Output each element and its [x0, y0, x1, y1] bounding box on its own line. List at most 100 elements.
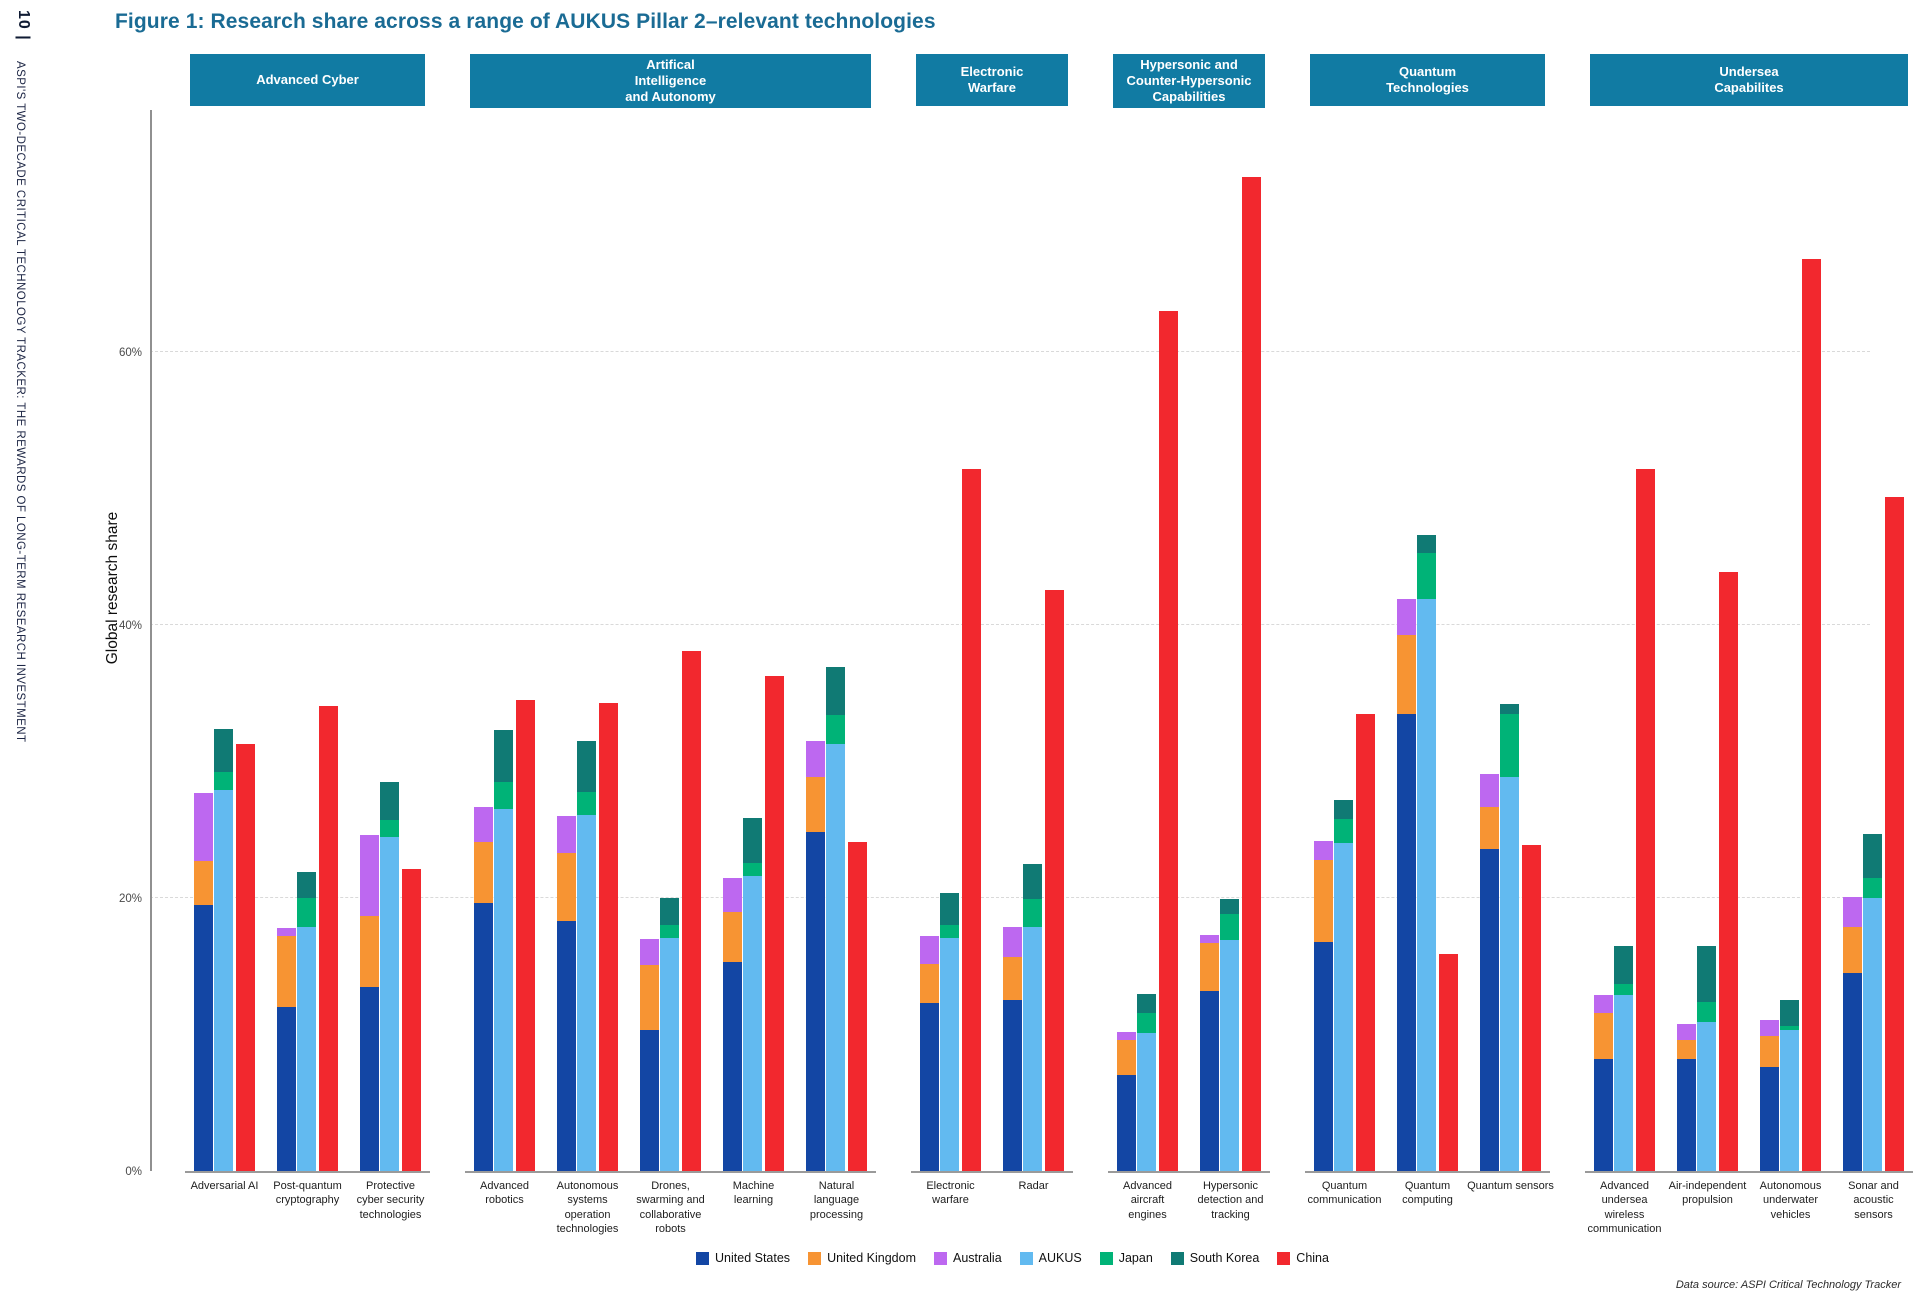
category-group: Electronic Warfare Electronic warfare Rada… — [911, 54, 1073, 1206]
segment-us — [474, 903, 493, 1171]
legend-swatch-japan — [1099, 1251, 1113, 1265]
bar-aukus-partners-stack — [1023, 863, 1042, 1171]
category-header: Advanced Cyber — [190, 54, 425, 106]
y-tick-20%: 20% — [118, 893, 142, 905]
segment-aukus — [380, 836, 399, 1171]
segment-uk — [1314, 859, 1333, 942]
category-clusters: Quantum communication Quantum computing Qu… — [1305, 106, 1554, 1206]
bar-aukus-partners-stack — [826, 667, 845, 1171]
segment-aukus — [577, 814, 596, 1171]
segment-us — [1760, 1067, 1779, 1171]
segment-us — [1594, 1059, 1613, 1171]
segment-south_korea — [380, 781, 399, 821]
bar-aukus-members-stack — [557, 816, 576, 1171]
segment-south_korea — [1500, 704, 1519, 714]
segment-aukus — [826, 743, 845, 1171]
legend-swatch-australia — [934, 1251, 948, 1265]
segment-australia — [557, 816, 576, 853]
segment-aukus — [1417, 599, 1436, 1171]
segment-south_korea — [214, 728, 233, 773]
bar-aukus-partners-stack — [1417, 534, 1436, 1171]
segment-south_korea — [494, 730, 513, 782]
segment-aukus — [1137, 1033, 1156, 1171]
segment-us — [920, 1003, 939, 1171]
legend-label: South Korea — [1189, 1251, 1260, 1265]
y-tick-0%: 0% — [125, 1166, 142, 1178]
chart-legend: United States United Kingdom Australia AUKU… — [120, 1251, 1905, 1265]
bar-aukus-members-stack — [1843, 896, 1862, 1171]
category-header: Electronic Warfare — [916, 54, 1068, 106]
segment-japan — [660, 925, 679, 938]
segment-australia — [1397, 599, 1416, 635]
bar-aukus-members-stack — [1314, 840, 1333, 1171]
segment-us — [1397, 713, 1416, 1171]
segment-australia — [360, 835, 379, 916]
bar-aukus-partners-stack — [214, 728, 233, 1171]
segment-uk — [194, 861, 213, 905]
segment-uk — [1003, 956, 1022, 1001]
segment-south_korea — [660, 898, 679, 926]
legend-label: AUKUS — [1038, 1251, 1082, 1265]
segment-australia — [474, 806, 493, 843]
segment-japan — [1614, 984, 1633, 995]
legend-item-uk: United Kingdom — [808, 1251, 916, 1265]
bar-china — [402, 869, 421, 1171]
technology-cluster: Autonomous systems operation technologie… — [557, 702, 618, 1235]
bar-aukus-members-stack — [360, 835, 379, 1171]
y-axis-line — [150, 110, 152, 1171]
segment-aukus — [743, 876, 762, 1171]
bar-aukus-partners-stack — [1614, 945, 1633, 1171]
segment-aukus — [1780, 1030, 1799, 1171]
bar-china — [1356, 713, 1375, 1171]
x-axis-label: Advanced robotics — [480, 1180, 529, 1207]
segment-uk — [640, 964, 659, 1031]
technology-cluster: Sonar and acoustic sensors — [1843, 496, 1904, 1221]
gridline-20% — [150, 897, 1870, 898]
x-axis-label: Quantum communication — [1307, 1180, 1382, 1207]
bar-china — [1719, 571, 1738, 1171]
category-group: Hypersonic and Counter-Hypersonic Capabi… — [1108, 54, 1270, 1221]
technology-cluster: Hypersonic detection and tracking — [1197, 177, 1264, 1221]
segment-us — [360, 986, 379, 1171]
bar-aukus-partners-stack — [1334, 799, 1353, 1171]
technology-cluster: Machine learning — [723, 675, 784, 1206]
legend-item-us: United States — [696, 1251, 790, 1265]
bar-aukus-members-stack — [474, 806, 493, 1171]
technology-cluster: Adversarial AI — [191, 728, 258, 1192]
segment-japan — [494, 781, 513, 810]
bar-aukus-partners-stack — [1220, 899, 1239, 1171]
category-header: Artifical Intelligence and Autonomy — [470, 54, 871, 108]
bar-aukus-members-stack — [1397, 599, 1416, 1171]
segment-japan — [940, 925, 959, 938]
bar-aukus-members-stack — [1480, 773, 1499, 1171]
segment-australia — [1843, 896, 1862, 927]
segment-japan — [214, 772, 233, 791]
segment-south_korea — [297, 872, 316, 899]
segment-australia — [1677, 1023, 1696, 1040]
legend-swatch-aukus — [1019, 1251, 1033, 1265]
category-header: Hypersonic and Counter-Hypersonic Capabi… — [1113, 54, 1265, 108]
segment-us — [194, 904, 213, 1171]
figure-content: Figure 1: Research share across a range … — [95, 10, 1913, 1291]
category-group: Quantum Technologies Quantum communicatio… — [1305, 54, 1554, 1206]
x-axis-label: Adversarial AI — [190, 1180, 259, 1192]
segment-australia — [194, 792, 213, 862]
segment-south_korea — [1137, 993, 1156, 1013]
x-axis-label: Advanced aircraft engines — [1123, 1180, 1172, 1221]
bar-aukus-partners-stack — [1863, 833, 1882, 1171]
bar-china — [1439, 953, 1458, 1171]
legend-item-australia: Australia — [934, 1251, 1002, 1265]
segment-australia — [1480, 773, 1499, 807]
bar-china — [1159, 311, 1178, 1171]
segment-uk — [474, 842, 493, 904]
segment-aukus — [1334, 843, 1353, 1171]
segment-us — [723, 962, 742, 1171]
technology-cluster: Radar — [1003, 589, 1064, 1192]
bar-chart: Global research share Advanced Cyber Adve… — [104, 54, 1913, 1291]
technology-cluster: Natural language processing — [806, 667, 867, 1221]
technology-cluster: Autonomous underwater vehicles — [1760, 259, 1821, 1221]
segment-aukus — [494, 809, 513, 1171]
segment-aukus — [1500, 776, 1519, 1171]
segment-us — [277, 1007, 296, 1171]
segment-australia — [1003, 926, 1022, 957]
